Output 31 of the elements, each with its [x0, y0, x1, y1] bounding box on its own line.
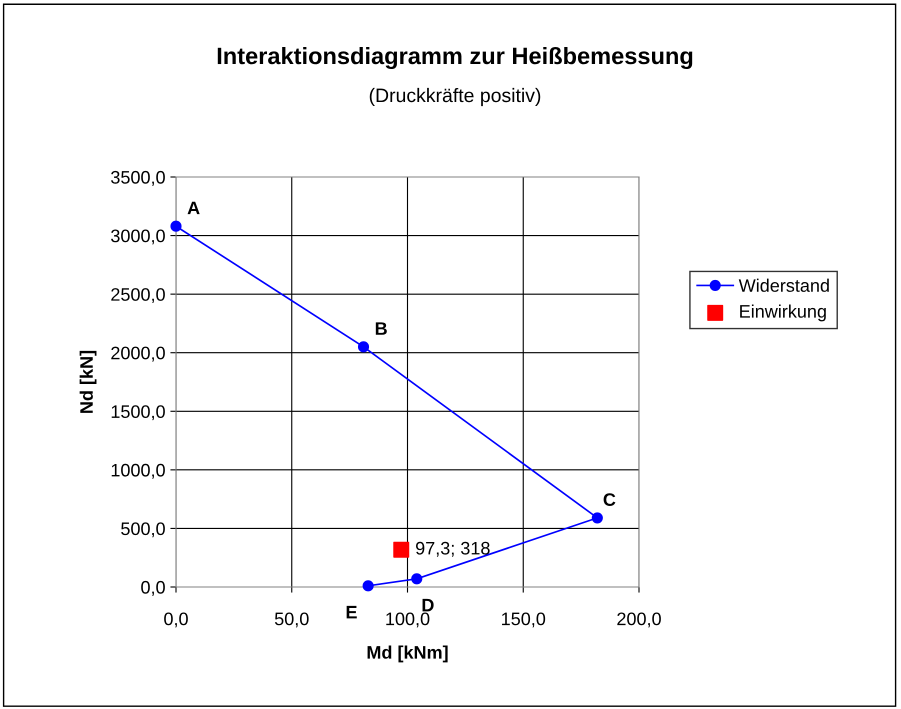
legend-label: Widerstand [738, 278, 829, 292]
x-axis-title: Md [kNm] [368, 646, 448, 662]
x-tick-label: 100,0 [386, 612, 430, 628]
y-tick-label: 500,0 [121, 522, 165, 538]
y-tick-label: 2000,0 [111, 346, 165, 362]
x-tick-label: 150,0 [502, 612, 546, 628]
data-label: 97,3; 318 [416, 542, 490, 557]
y-tick-label: 1500,0 [112, 405, 165, 420]
annotation: D [422, 598, 434, 612]
annotation: C [604, 493, 616, 506]
annotation: A [188, 202, 200, 214]
chart-subtitle: (Druckkräfte positiv) [370, 88, 540, 106]
point [393, 542, 410, 558]
y-tick-label: 1000,0 [112, 464, 165, 479]
y-tick-label: 3500,0 [111, 170, 165, 186]
legend-label: Einwirkung [740, 304, 826, 322]
x-tick-label: 200,0 [617, 612, 661, 628]
point [358, 341, 370, 352]
point [592, 512, 603, 524]
x-tick-label: 0,0 [164, 612, 188, 628]
chart-title: Interaktionsdiagramm zur Heißbemessung [218, 46, 692, 70]
annotation: B [376, 322, 387, 335]
x-tick-label: 50,0 [274, 612, 309, 628]
annotation: E [346, 606, 357, 618]
point [170, 220, 182, 232]
y-tick-label: 0,0 [141, 580, 165, 596]
y-tick-label: 2500,0 [111, 288, 165, 303]
y-tick-label: 3000,0 [111, 230, 165, 244]
y-axis-title: Nd [kN] [80, 350, 96, 413]
point [362, 580, 374, 592]
point [411, 573, 422, 584]
